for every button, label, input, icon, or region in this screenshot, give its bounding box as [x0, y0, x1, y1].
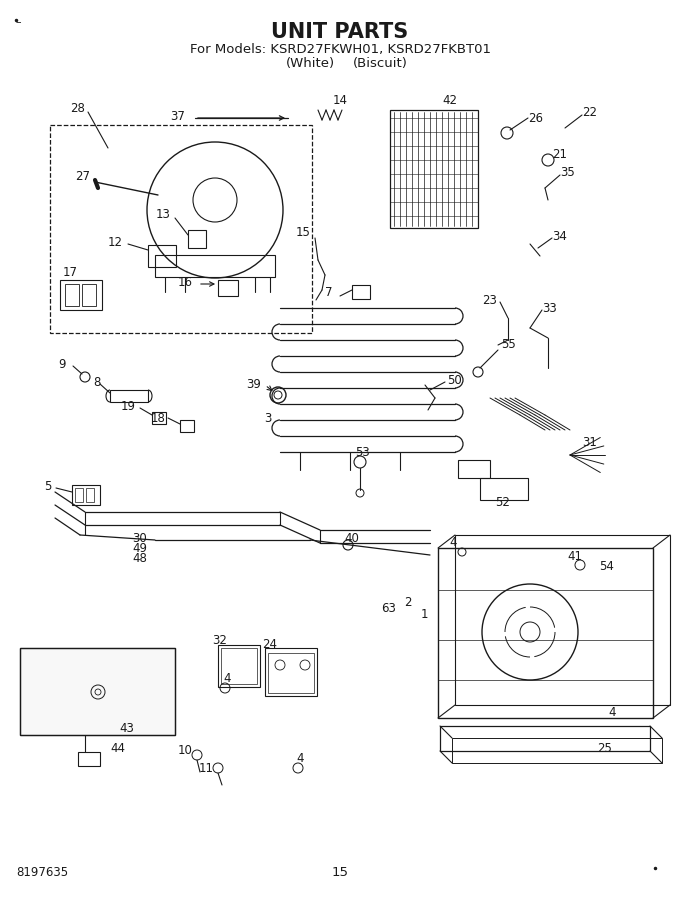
Text: 22: 22 — [583, 106, 598, 120]
Text: UNIT PARTS: UNIT PARTS — [271, 22, 409, 42]
Text: –: – — [15, 17, 21, 27]
Text: 40: 40 — [345, 531, 360, 545]
Bar — [60, 280, 102, 310]
Text: 12: 12 — [107, 236, 122, 250]
Bar — [148, 245, 176, 267]
Bar — [390, 110, 478, 228]
Text: 43: 43 — [120, 722, 135, 734]
Bar — [152, 412, 166, 424]
Text: 44: 44 — [110, 742, 126, 754]
Bar — [352, 285, 370, 299]
Text: 1: 1 — [420, 609, 428, 621]
Text: 2: 2 — [404, 597, 412, 610]
Text: 17: 17 — [63, 265, 78, 279]
Text: 15: 15 — [332, 866, 348, 878]
Text: 32: 32 — [213, 635, 227, 647]
Text: 28: 28 — [71, 102, 86, 114]
Bar — [82, 284, 96, 306]
Text: 42: 42 — [443, 94, 458, 108]
Text: 15: 15 — [296, 227, 311, 239]
Text: For Models: KSRD27FKWH01, KSRD27FKBT01: For Models: KSRD27FKWH01, KSRD27FKBT01 — [190, 43, 490, 57]
Bar — [438, 548, 653, 718]
Text: 14: 14 — [333, 93, 347, 106]
Text: 55: 55 — [500, 339, 515, 352]
Text: 24: 24 — [262, 637, 277, 651]
Text: 5: 5 — [44, 479, 52, 493]
Text: 39: 39 — [247, 378, 261, 391]
Bar — [268, 653, 314, 693]
Text: 18: 18 — [150, 412, 165, 424]
Text: 4: 4 — [449, 537, 457, 549]
Text: 21: 21 — [552, 148, 568, 162]
Text: 25: 25 — [598, 742, 613, 754]
Bar — [480, 478, 528, 500]
Text: 4: 4 — [608, 706, 616, 718]
Text: 53: 53 — [356, 446, 371, 458]
Text: 63: 63 — [381, 601, 396, 615]
Bar — [455, 535, 670, 705]
Text: 37: 37 — [171, 110, 186, 122]
Text: 50: 50 — [447, 373, 462, 387]
Text: 52: 52 — [496, 495, 511, 509]
Bar — [155, 255, 275, 277]
Bar — [50, 125, 312, 333]
Text: 8197635: 8197635 — [16, 866, 68, 878]
Bar — [440, 726, 650, 751]
Text: 9: 9 — [58, 359, 66, 371]
Bar — [86, 488, 94, 502]
Bar — [458, 460, 490, 478]
Text: (Biscuit): (Biscuit) — [352, 58, 407, 70]
Bar — [452, 738, 662, 763]
Text: 7: 7 — [325, 287, 333, 299]
Text: 33: 33 — [543, 301, 558, 315]
Text: 8: 8 — [93, 376, 101, 388]
Text: 19: 19 — [120, 400, 135, 414]
Bar — [110, 390, 148, 402]
Text: 49: 49 — [133, 541, 148, 555]
Bar — [78, 752, 100, 766]
Text: 48: 48 — [133, 551, 148, 565]
Text: 30: 30 — [133, 531, 148, 545]
Text: 10: 10 — [177, 743, 192, 756]
Text: 26: 26 — [528, 111, 543, 124]
Text: 41: 41 — [568, 549, 583, 563]
Text: 34: 34 — [553, 229, 567, 243]
Bar — [65, 284, 79, 306]
Text: 23: 23 — [483, 293, 498, 307]
Text: 27: 27 — [75, 170, 90, 182]
Bar — [75, 488, 83, 502]
Text: 11: 11 — [199, 761, 214, 775]
Bar — [72, 485, 100, 505]
Polygon shape — [20, 648, 175, 735]
Bar — [221, 648, 257, 684]
Bar — [180, 420, 194, 432]
Text: 4: 4 — [296, 752, 304, 764]
Bar — [218, 280, 238, 296]
Text: 3: 3 — [265, 412, 272, 424]
Bar — [218, 645, 260, 687]
Text: 31: 31 — [583, 437, 598, 450]
Text: 35: 35 — [560, 165, 575, 179]
Text: 54: 54 — [600, 559, 615, 573]
Text: (White): (White) — [286, 58, 335, 70]
Text: 4: 4 — [223, 672, 231, 684]
Text: 16: 16 — [177, 277, 192, 289]
Bar — [188, 230, 206, 248]
Bar — [265, 648, 317, 696]
Text: 13: 13 — [156, 209, 171, 221]
